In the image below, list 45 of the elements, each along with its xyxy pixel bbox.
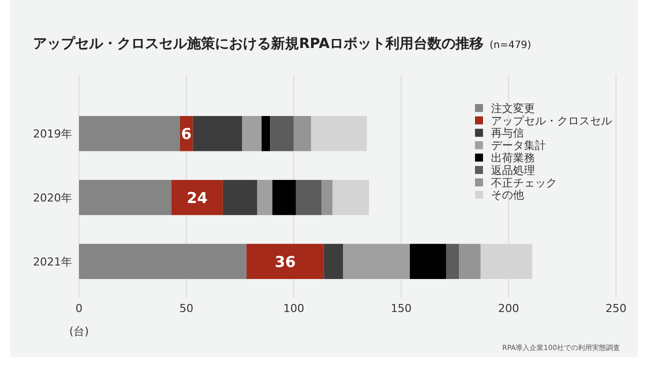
bar <box>79 244 247 280</box>
x-axis-title: (台) <box>69 325 89 338</box>
legend-label: 返品処理 <box>491 164 535 177</box>
bar <box>79 116 180 152</box>
bar <box>222 180 258 216</box>
bar <box>242 116 262 152</box>
bar <box>310 116 367 152</box>
data-label: 36 <box>274 252 296 271</box>
legend-label: 出荷業務 <box>491 151 535 164</box>
bar <box>410 244 446 280</box>
bar <box>446 244 460 280</box>
x-tick-label: 50 <box>179 302 194 315</box>
legend-label: 再与信 <box>491 126 524 140</box>
bar <box>262 116 270 152</box>
bar <box>257 180 272 216</box>
y-tick-label: 2020年 <box>33 191 72 204</box>
x-tick-label: 200 <box>498 302 520 315</box>
bar <box>79 180 172 216</box>
data-label: 6 <box>181 124 192 143</box>
data-label: 24 <box>186 188 208 207</box>
legend-label: 注文変更 <box>491 102 535 115</box>
bar <box>322 180 332 216</box>
bar <box>332 180 369 216</box>
bar <box>171 180 223 216</box>
bar <box>270 116 294 152</box>
chart-subtitle: (n=479) <box>490 40 532 51</box>
bar <box>296 180 322 216</box>
x-tick-label: 150 <box>390 302 412 315</box>
y-tick-label: 2019年 <box>33 127 72 140</box>
x-tick-label: 0 <box>76 302 82 315</box>
bar <box>294 116 311 152</box>
bar <box>246 244 324 280</box>
bar <box>343 244 410 280</box>
legend-label: 不正チェック <box>491 176 557 190</box>
y-tick-label: 2021年 <box>33 255 72 268</box>
legend-label: その他 <box>491 188 524 202</box>
legend-label: データ集計 <box>491 139 546 152</box>
x-tick-label: 250 <box>606 302 626 315</box>
bar <box>459 244 481 280</box>
bar <box>192 116 242 152</box>
legend-label: アップセル・クロスセル <box>491 114 612 128</box>
chart-title: アップセル・クロスセル施策における新規RPAロボット利用台数の推移 <box>33 36 484 52</box>
x-tick-label: 100 <box>283 302 304 315</box>
bar <box>272 180 296 216</box>
bar <box>324 244 344 280</box>
